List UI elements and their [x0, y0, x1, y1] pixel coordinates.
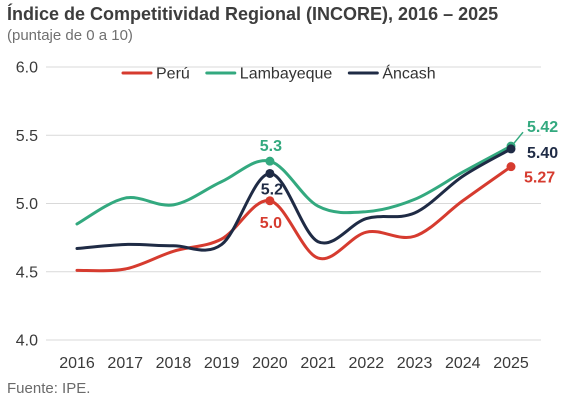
series-lines — [75, 144, 513, 273]
series-line-peru — [75, 165, 513, 273]
x-tick-label: 2025 — [493, 355, 529, 372]
series-line-ancash — [75, 147, 513, 252]
x-tick-label: 2016 — [59, 355, 95, 372]
legend-item-peru: Perú — [121, 66, 190, 83]
data-label-leader-line — [513, 131, 524, 144]
chart-title: Índice de Competitividad Regional (INCOR… — [7, 4, 499, 24]
x-tick-label: 2019 — [204, 355, 240, 372]
x-tick-label: 2023 — [397, 355, 433, 372]
y-tick-label: 4.0 — [16, 333, 38, 350]
legend-label: Áncash — [382, 64, 435, 83]
x-tick-label: 2021 — [300, 355, 336, 372]
source-note: Fuente: IPE. — [7, 380, 91, 397]
x-tick-label: 2024 — [445, 355, 481, 372]
legend-label: Lambayeque — [240, 66, 333, 83]
data-point-marker — [265, 168, 275, 178]
data-label: 5.0 — [260, 215, 282, 232]
legend-label: Perú — [156, 66, 190, 83]
data-point-marker — [506, 162, 516, 172]
data-point-markers — [265, 141, 516, 206]
data-point-marker — [506, 144, 516, 154]
legend-item-lambayeque: Lambayeque — [205, 66, 333, 83]
data-label: 5.42 — [527, 119, 558, 136]
data-label: 5.2 — [261, 181, 283, 198]
chart-subtitle: (puntaje de 0 a 10) — [7, 27, 133, 44]
data-label: 5.3 — [260, 138, 282, 155]
legend-item-ancash: Áncash — [347, 64, 436, 83]
axis-labels: 4.0 4.5 5.0 5.5 6.0 2016 2017 2018 2019 2020 2021 2… — [16, 60, 529, 373]
x-tick-label: 2022 — [349, 355, 385, 372]
y-tick-label: 4.5 — [16, 264, 38, 281]
data-label: 5.40 — [527, 145, 558, 162]
y-tick-label: 5.0 — [16, 196, 38, 213]
data-label: 5.27 — [524, 170, 555, 187]
x-tick-label: 2020 — [252, 355, 288, 372]
data-point-marker — [265, 156, 275, 166]
series-line-lambayeque — [75, 144, 513, 226]
data-labels: 5.0 5.27 5.3 5.42 5.2 5.40 — [260, 119, 558, 232]
y-tick-label: 5.5 — [16, 128, 38, 145]
x-tick-label: 2017 — [107, 355, 143, 372]
y-tick-label: 6.0 — [16, 60, 38, 77]
legend: Perú Lambayeque Áncash — [121, 64, 436, 83]
data-point-marker — [265, 196, 275, 206]
x-tick-label: 2018 — [156, 355, 192, 372]
